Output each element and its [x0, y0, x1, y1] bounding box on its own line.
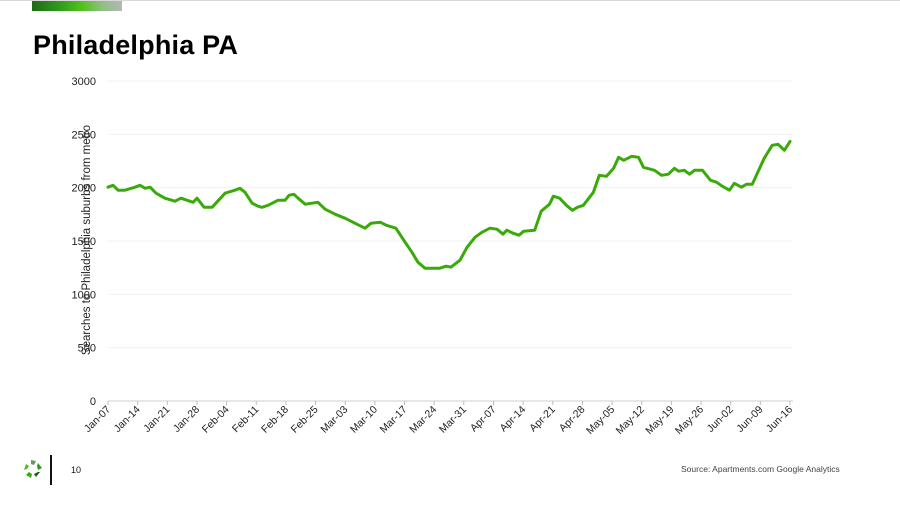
y-tick-label: 2500 [72, 129, 96, 141]
page-title: Philadelphia PA [33, 30, 239, 60]
x-tick-label: Jan-28 [171, 404, 202, 435]
x-tick-label: Mar-31 [437, 404, 469, 436]
footer-divider [50, 455, 52, 485]
x-tick-label: Jun-09 [734, 404, 765, 435]
x-tick-label: Mar-03 [318, 404, 350, 436]
page-number: 10 [71, 465, 82, 475]
y-tick-label: 0 [90, 396, 96, 408]
x-tick-label: Jun-02 [705, 404, 736, 435]
y-axis-ticks: 0 500 1000 1500 2000 2500 3000 [72, 76, 96, 408]
x-tick-label: Apr-21 [527, 404, 558, 435]
x-tick-label: Jun-16 [764, 404, 795, 435]
x-tick-label: Mar-24 [407, 404, 439, 436]
x-tick-label: Mar-17 [378, 404, 410, 436]
y-axis-label: Searches to Philadelphia suburbs from me… [81, 125, 93, 355]
x-tick-label: Apr-14 [497, 404, 528, 435]
x-tick-label: May-12 [614, 404, 647, 437]
y-tick-label: 1500 [72, 236, 96, 248]
x-tick-label: Apr-07 [468, 404, 499, 435]
x-tick-label: May-26 [673, 404, 706, 437]
x-axis-ticks: Jan-07Jan-14Jan-21Jan-28Feb-04Feb-11Feb-… [82, 401, 795, 437]
recycle-leaf-logo-icon [24, 460, 42, 478]
accent-bar [32, 1, 122, 11]
x-tick-label: Jan-07 [82, 404, 113, 435]
x-tick-label: Feb-18 [259, 404, 291, 436]
y-tick-label: 500 [78, 343, 96, 355]
y-tick-label: 3000 [72, 76, 96, 88]
source-note: Source: Apartments.com Google Analytics [681, 464, 840, 474]
y-tick-label: 2000 [72, 183, 96, 195]
x-tick-label: Jan-21 [141, 404, 172, 435]
x-tick-label: Feb-11 [230, 404, 262, 436]
x-tick-label: Apr-28 [557, 404, 588, 435]
x-tick-label: Mar-10 [348, 404, 380, 436]
series-line [106, 139, 792, 270]
gridlines [108, 80, 792, 349]
x-tick-label: May-05 [584, 404, 617, 437]
x-tick-label: Feb-25 [289, 404, 321, 436]
top-rule [0, 0, 900, 1]
x-tick-label: Jan-14 [112, 404, 143, 435]
x-tick-label: Feb-04 [200, 404, 232, 436]
x-tick-label: May-19 [643, 404, 676, 437]
y-tick-label: 1000 [72, 289, 96, 301]
